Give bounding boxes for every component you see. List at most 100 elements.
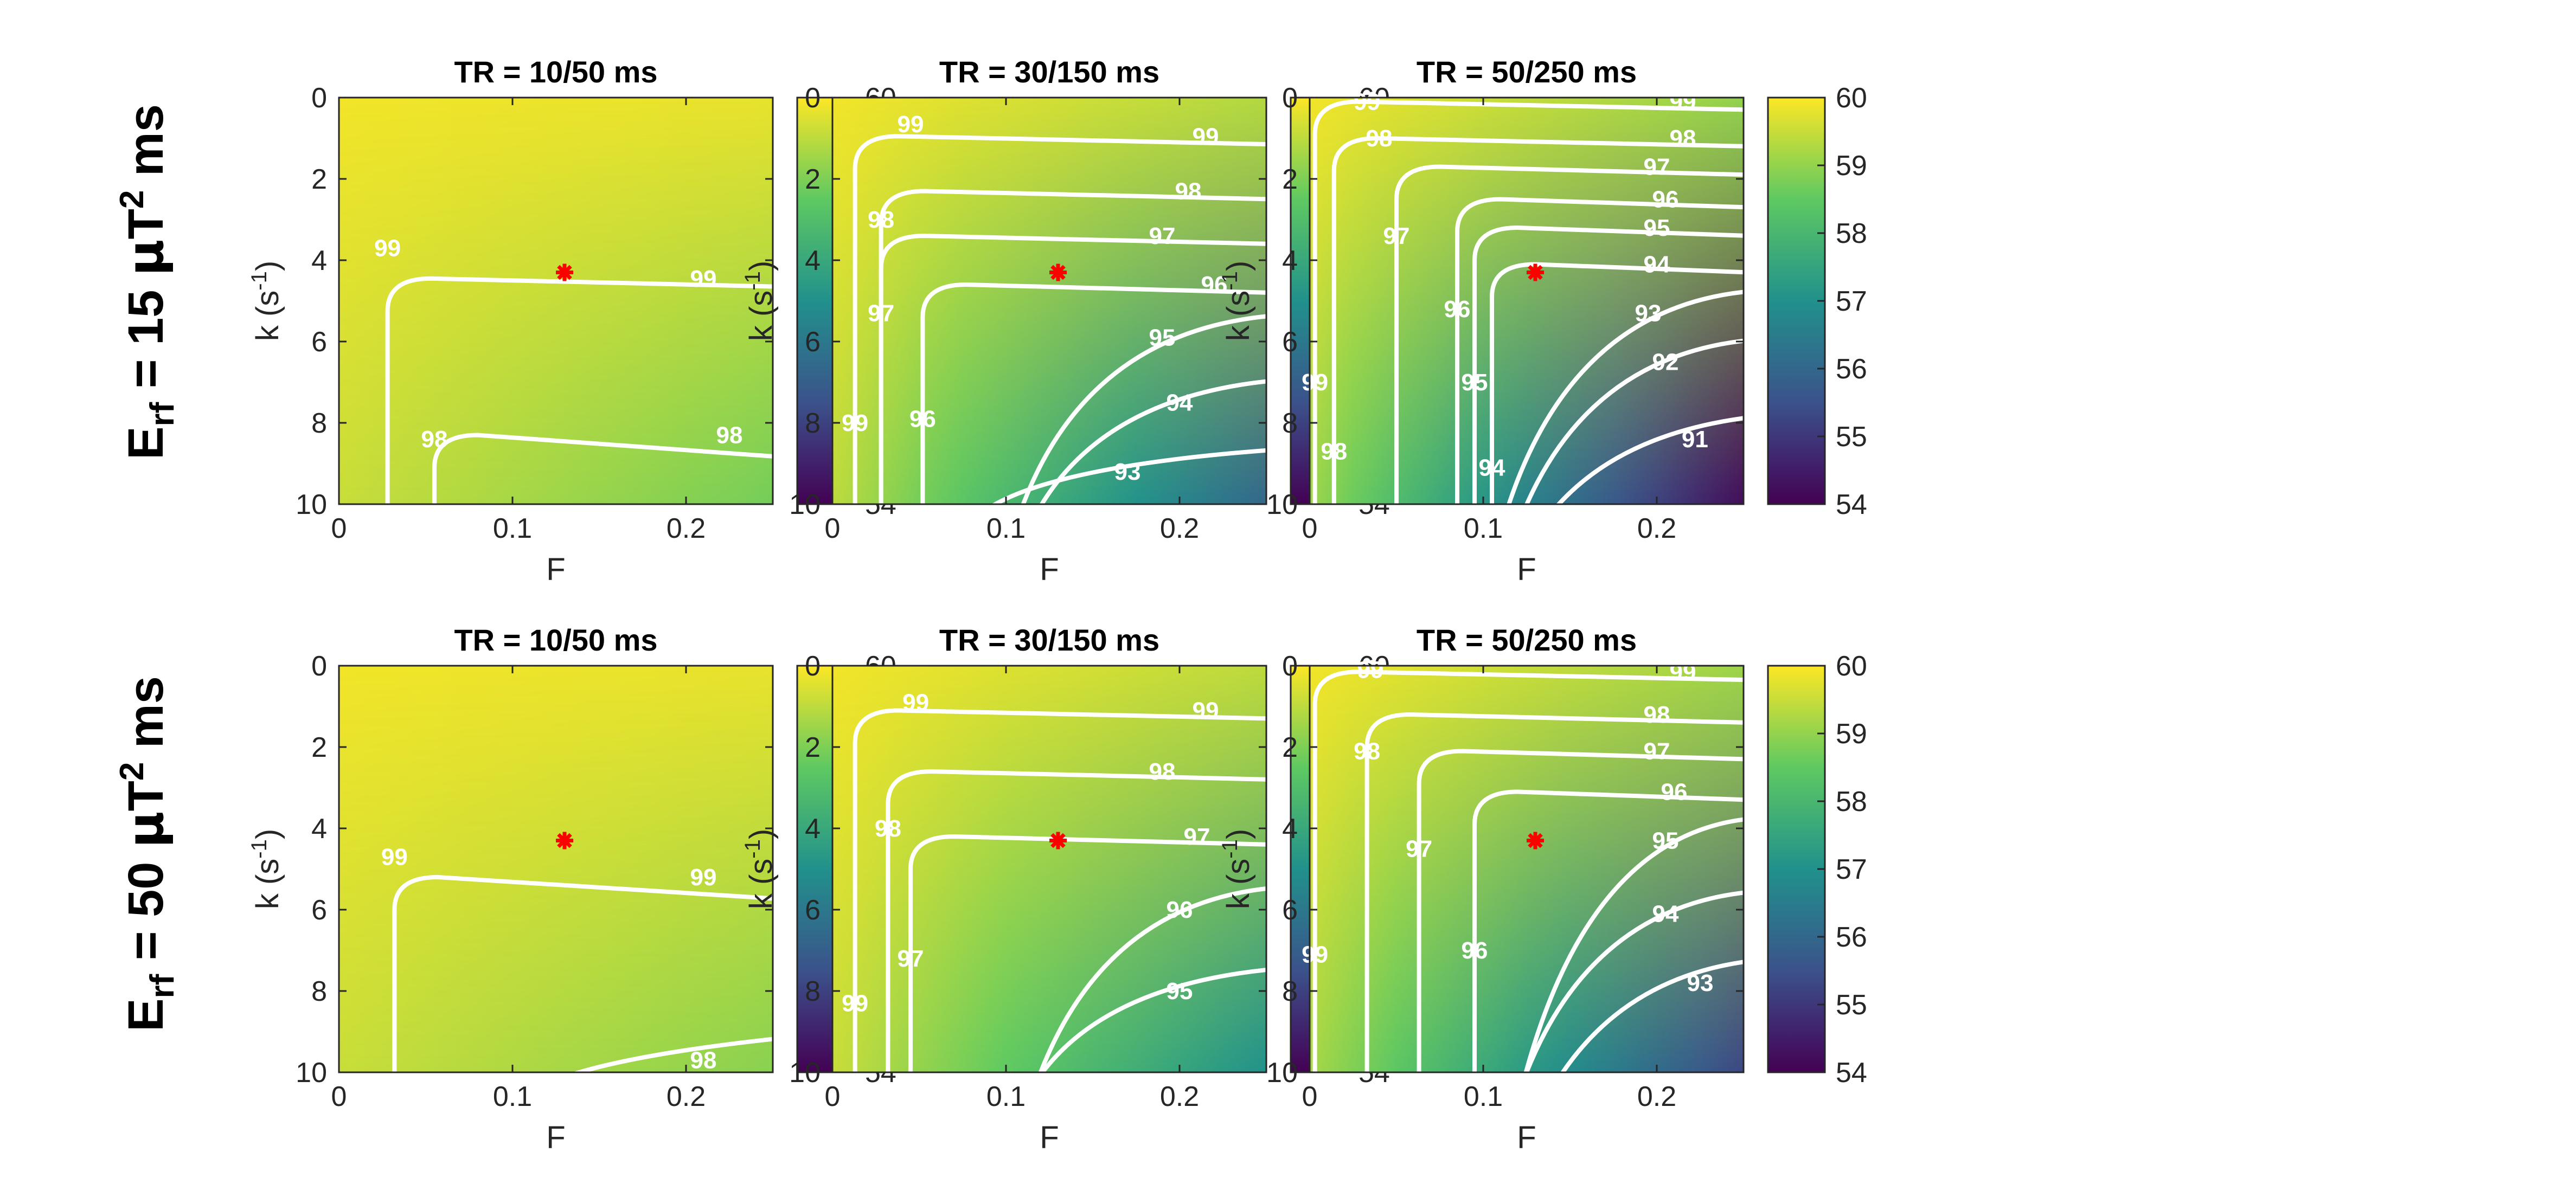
panel-6-contour-99 bbox=[1312, 670, 1744, 1072]
panel-3-cb-label-6: 54 bbox=[1836, 489, 1867, 520]
panel-5-xtick-label-2: 0.2 bbox=[1160, 1081, 1199, 1112]
panel-5-xtick-label-0: 0 bbox=[825, 1081, 841, 1112]
panel-1-heatmap-bottom bbox=[339, 98, 773, 504]
panel-3-ylabel-close: ) bbox=[1221, 261, 1256, 271]
panel-1-title: TR = 10/50 ms bbox=[454, 55, 657, 89]
panel-2-xtick-label-1: 0.1 bbox=[986, 513, 1026, 544]
panel-4-ylabel-sup: -1 bbox=[247, 839, 271, 859]
panel-1-marker bbox=[556, 263, 573, 281]
panel-2-contour-98 bbox=[879, 189, 1266, 504]
panel-5-contour-96 bbox=[1038, 886, 1266, 1072]
row-label-2: Erf = 50 μT2 ms bbox=[113, 676, 181, 1032]
panel-5-title: TR = 30/150 ms bbox=[939, 623, 1159, 657]
panel-6-cb-label-6: 54 bbox=[1836, 1057, 1867, 1089]
panel-2-xlabel: F bbox=[1040, 552, 1059, 587]
panel-4-ytick-label-1: 2 bbox=[311, 732, 327, 763]
panel-3-xtick-label-0: 0 bbox=[1302, 513, 1318, 544]
panel-6-contour-label-97-1: 97 bbox=[1406, 836, 1432, 863]
panel-6-contour-96 bbox=[1472, 789, 1744, 1072]
panel-6-ylabel-close: ) bbox=[1221, 829, 1256, 839]
panel-1-ylabel: k (s-1) bbox=[247, 261, 285, 341]
panel-2-contour-label-94-1: 94 bbox=[1167, 390, 1193, 416]
panel-4-contour-99 bbox=[392, 874, 773, 1072]
panel-3-contour-label-95-1: 95 bbox=[1462, 369, 1488, 396]
panel-6-axes-box bbox=[1309, 665, 1745, 1073]
row-label-1-ms: ms bbox=[118, 104, 174, 190]
panel-5-axes-box bbox=[831, 665, 1267, 1073]
panel-5-heatmap-bottom bbox=[832, 666, 1266, 1072]
panel-2-contour-label-97-1: 97 bbox=[868, 300, 894, 327]
row-label-2-main: E bbox=[118, 999, 174, 1032]
panel-3-marker bbox=[1527, 263, 1544, 281]
panel-6-contour-label-94-1: 94 bbox=[1652, 901, 1679, 928]
svg-text:Erf = 15 μT2 ms: Erf = 15 μT2 ms bbox=[113, 104, 181, 460]
row-label-1-sub: rf bbox=[144, 402, 181, 426]
panel-4-xtick-label-0: 0 bbox=[331, 1081, 347, 1112]
panel-5-contour-98 bbox=[886, 769, 1266, 1072]
svg-text:Erf = 50 μT2 ms: Erf = 50 μT2 ms bbox=[113, 676, 181, 1032]
panel-2-ylabel-main: k (s bbox=[744, 291, 779, 341]
panel-3-contour-98 bbox=[1331, 136, 1744, 504]
panel-4-axes-box bbox=[338, 665, 774, 1073]
panel-1-ylabel-main: k (s bbox=[250, 291, 285, 341]
panel-1-axes-box bbox=[338, 96, 774, 505]
panel-3-contour-96 bbox=[1455, 197, 1744, 504]
panel-5-ytick-label-5: 10 bbox=[789, 1057, 821, 1089]
row-label-1-T: T bbox=[118, 209, 174, 239]
panel-2-ylabel: k (s-1) bbox=[741, 261, 779, 341]
panel-5-ytick-label-4: 8 bbox=[805, 976, 821, 1007]
row-label-2-sup: 2 bbox=[113, 762, 151, 781]
panel-3-ytick-label-1: 2 bbox=[1282, 164, 1298, 195]
panel-1-ytick-label-3: 6 bbox=[311, 326, 327, 358]
svg-text:k (s-1): k (s-1) bbox=[247, 261, 285, 341]
panel-6-ytick-label-5: 10 bbox=[1266, 1057, 1298, 1089]
panel-3-ytick-label-5: 10 bbox=[1266, 489, 1298, 520]
panel-2-ytick-label-2: 4 bbox=[805, 245, 821, 276]
panel-6-contours bbox=[1312, 670, 1744, 1072]
panel-4-ytick-label-4: 8 bbox=[311, 976, 327, 1007]
panel-1-xlabel: F bbox=[546, 552, 565, 587]
panel-1-ytick-label-0: 0 bbox=[311, 82, 327, 114]
panel-5-xtick-label-1: 0.1 bbox=[986, 1081, 1026, 1112]
panel-1-contour-label-98-1: 98 bbox=[421, 426, 448, 453]
panel-2-ytick-label-3: 6 bbox=[805, 326, 821, 358]
panel-2-ytick-label-5: 10 bbox=[789, 489, 821, 520]
row-label-2-sub: rf bbox=[144, 974, 181, 998]
panel-2-ylabel-sup: -1 bbox=[741, 271, 765, 291]
panel-5-xlabel: F bbox=[1040, 1120, 1059, 1155]
panel-3-contours bbox=[1312, 99, 1744, 504]
panel-4-ytick-label-2: 4 bbox=[311, 813, 327, 845]
panel-2-heatmap-bottom bbox=[832, 98, 1266, 504]
panel-2-contour-label-96-2: 96 bbox=[1201, 272, 1228, 298]
panel-4-ytick-label-3: 6 bbox=[311, 894, 327, 926]
panel-6-xlabel: F bbox=[1517, 1120, 1536, 1155]
panel-5-contour-label-98-1: 98 bbox=[875, 815, 901, 842]
panel-5-contour-97 bbox=[908, 834, 1266, 1072]
panel-4-marker bbox=[556, 832, 573, 850]
panel-3-cb-label-0: 60 bbox=[1836, 82, 1867, 114]
panel-3-axes-box bbox=[1309, 96, 1745, 505]
panel-5-contour-label-97-2: 97 bbox=[1184, 823, 1210, 850]
panel-2-contours bbox=[853, 134, 1266, 504]
panel-1: 99 99 98 98 0 0.1 0.2 0 2 4 6 8 10 TR = 10/50 ms Fk (s… bbox=[247, 55, 896, 587]
panel-2-contour-96 bbox=[920, 282, 1266, 504]
panel-5-ytick-label-3: 6 bbox=[805, 894, 821, 926]
panel-6-xtick-label-2: 0.2 bbox=[1637, 1081, 1676, 1112]
panel-2-contour-label-99-3: 99 bbox=[842, 410, 868, 436]
panel-2-marker bbox=[1049, 263, 1067, 281]
panel-1-contour-label-98-2: 98 bbox=[716, 422, 743, 449]
panel-3-cb-label-2: 58 bbox=[1836, 218, 1867, 249]
panel-6-cb-label-5: 55 bbox=[1836, 989, 1867, 1021]
panel-3-contour-label-96-1: 96 bbox=[1444, 296, 1471, 323]
panel-6-contour-label-99-2: 99 bbox=[1670, 659, 1696, 685]
panel-2-contour-97 bbox=[879, 233, 1266, 504]
panel-3-contour-92 bbox=[1524, 338, 1744, 504]
panel-5-contour-95 bbox=[1040, 968, 1266, 1072]
panel-2-contour-label-98-1: 98 bbox=[868, 207, 894, 233]
panel-3-xtick-label-1: 0.1 bbox=[1464, 513, 1503, 544]
panel-3-contour-label-91-1: 91 bbox=[1682, 426, 1708, 453]
panel-2-ylabel-close: ) bbox=[744, 261, 779, 271]
panel-4-xtick-label-1: 0.1 bbox=[493, 1081, 532, 1112]
panel-3-contour-95 bbox=[1472, 225, 1744, 504]
